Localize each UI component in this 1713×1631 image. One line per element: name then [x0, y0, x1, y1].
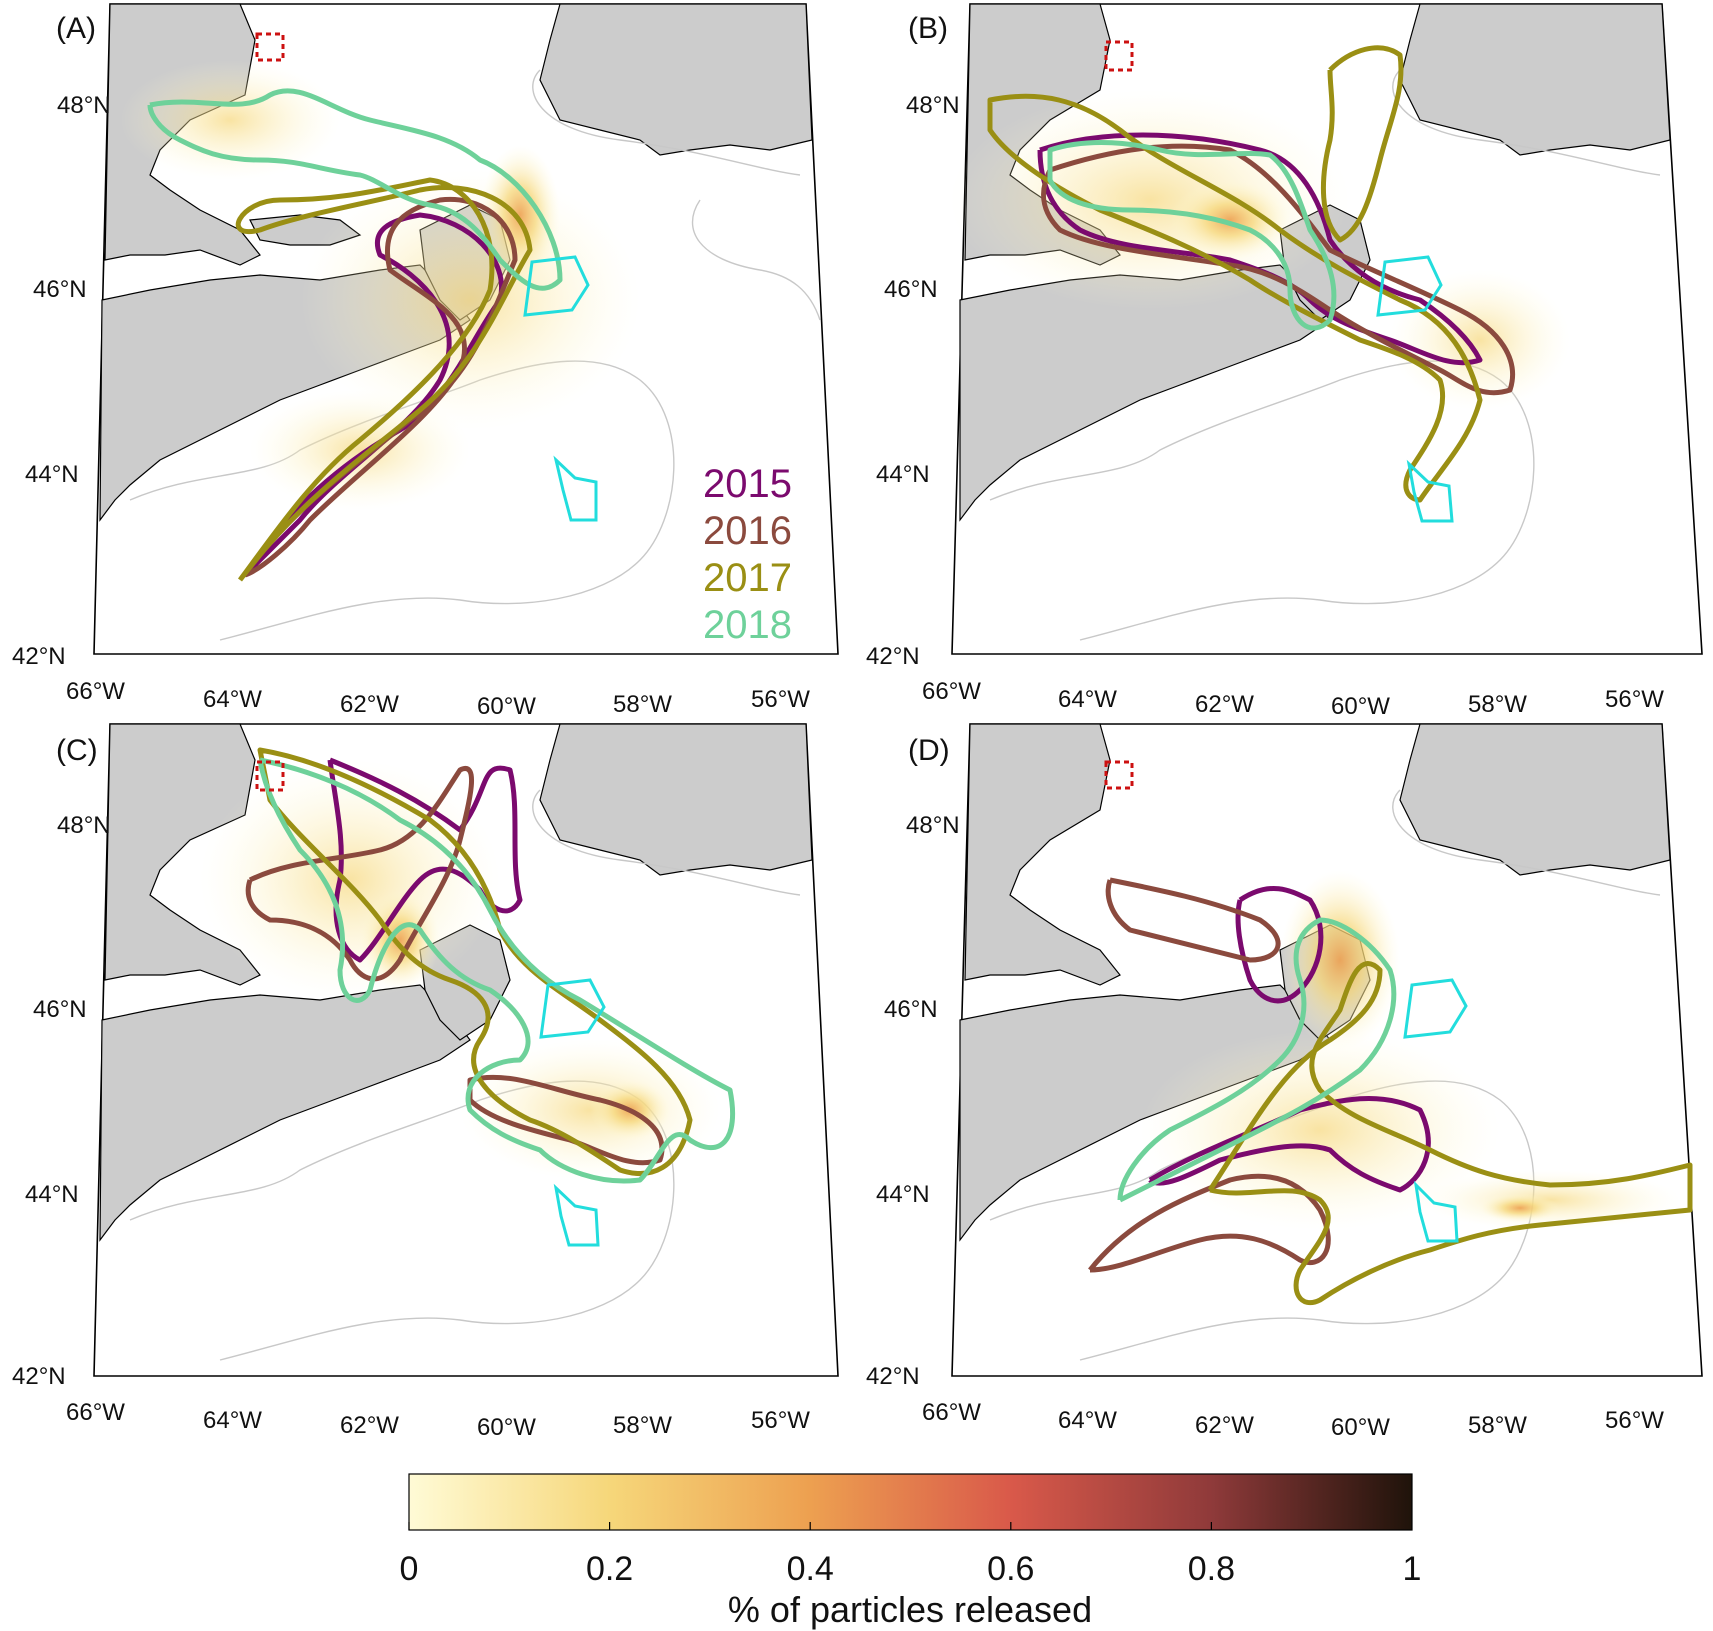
trajectory-contours [987, 45, 1516, 503]
lat-label-44n: 44°N [876, 461, 930, 488]
lon-label-58w: 58°W [1468, 691, 1527, 718]
lon-label-66w: 66°W [922, 1399, 981, 1426]
colorbar-title: % of particles released [728, 1589, 1092, 1630]
target-area-south [553, 455, 598, 522]
lat-label-46n: 46°N [33, 996, 87, 1023]
lat-label-46n: 46°N [884, 996, 938, 1023]
lat-label-48n: 48°N [906, 812, 960, 839]
lon-label-60w: 60°W [1331, 1414, 1390, 1441]
lat-label-42n: 42°N [866, 1363, 920, 1390]
legend-year-2018: 2018 [703, 603, 792, 647]
lon-label-60w: 60°W [1331, 693, 1390, 720]
target-area-north [523, 255, 590, 317]
panel-d [951, 723, 1703, 1377]
lon-label-64w: 64°W [1058, 1407, 1117, 1434]
target-area-north [1403, 978, 1468, 1039]
lon-label-62w: 62°W [340, 691, 399, 718]
lat-label-46n: 46°N [33, 276, 87, 303]
legend-year-2016: 2016 [703, 509, 792, 553]
lon-label-62w: 62°W [1195, 1412, 1254, 1439]
panel-letter-c: (C) [56, 734, 98, 767]
lat-label-44n: 44°N [876, 1181, 930, 1208]
colorbar [408, 1473, 1413, 1531]
panel-a [93, 3, 839, 655]
panel-b [950, 3, 1703, 655]
release-box [1104, 40, 1134, 72]
lon-label-56w: 56°W [1605, 686, 1664, 713]
lat-label-48n: 48°N [57, 812, 111, 839]
release-box [255, 760, 285, 792]
lon-label-56w: 56°W [1605, 1407, 1664, 1434]
lat-label-46n: 46°N [884, 276, 938, 303]
lon-label-56w: 56°W [751, 686, 810, 713]
target-area-south [1406, 459, 1454, 523]
lat-label-48n: 48°N [57, 92, 111, 119]
target-area-south [553, 1183, 600, 1247]
lon-label-62w: 62°W [1195, 691, 1254, 718]
lon-label-60w: 60°W [477, 693, 536, 720]
trajectory-contours [147, 88, 563, 582]
panel-letter-a: (A) [56, 12, 96, 45]
colorbar-tick-label: 0 [400, 1550, 419, 1588]
legend-year-2015: 2015 [703, 462, 792, 506]
lon-label-66w: 66°W [922, 678, 981, 705]
lon-label-64w: 64°W [203, 1407, 262, 1434]
target-area-north [1376, 255, 1443, 317]
lon-label-58w: 58°W [613, 1412, 672, 1439]
target-area-north [539, 978, 606, 1039]
lat-label-48n: 48°N [906, 92, 960, 119]
panel-letter-b: (B) [908, 12, 948, 45]
lon-label-66w: 66°W [66, 678, 125, 705]
lat-label-44n: 44°N [25, 1181, 79, 1208]
colorbar-tick-label: 0.8 [1188, 1550, 1235, 1588]
trajectory-contours [1088, 877, 1693, 1306]
target-area-south [1413, 1180, 1459, 1243]
lon-label-62w: 62°W [340, 1412, 399, 1439]
colorbar-tick-label: 1 [1403, 1550, 1422, 1588]
lat-label-42n: 42°N [12, 643, 66, 670]
lat-label-42n: 42°N [866, 643, 920, 670]
lon-label-60w: 60°W [477, 1414, 536, 1441]
colorbar-tick-label: 0.6 [987, 1550, 1034, 1588]
lat-label-44n: 44°N [25, 461, 79, 488]
lon-label-58w: 58°W [1468, 1412, 1527, 1439]
lon-label-64w: 64°W [1058, 686, 1117, 713]
colorbar-tick-label: 0.2 [586, 1550, 633, 1588]
panel-letter-d: (D) [908, 734, 950, 767]
lat-label-42n: 42°N [12, 1363, 66, 1390]
lon-label-56w: 56°W [751, 1407, 810, 1434]
lon-label-58w: 58°W [613, 691, 672, 718]
colorbar-ticks [408, 1522, 1213, 1530]
legend-year-2017: 2017 [703, 556, 792, 600]
lon-label-66w: 66°W [66, 1399, 125, 1426]
colorbar-tick-label: 0.4 [787, 1550, 834, 1588]
panel-c [93, 723, 839, 1377]
trajectory-contours [245, 747, 736, 1184]
lon-label-64w: 64°W [203, 686, 262, 713]
